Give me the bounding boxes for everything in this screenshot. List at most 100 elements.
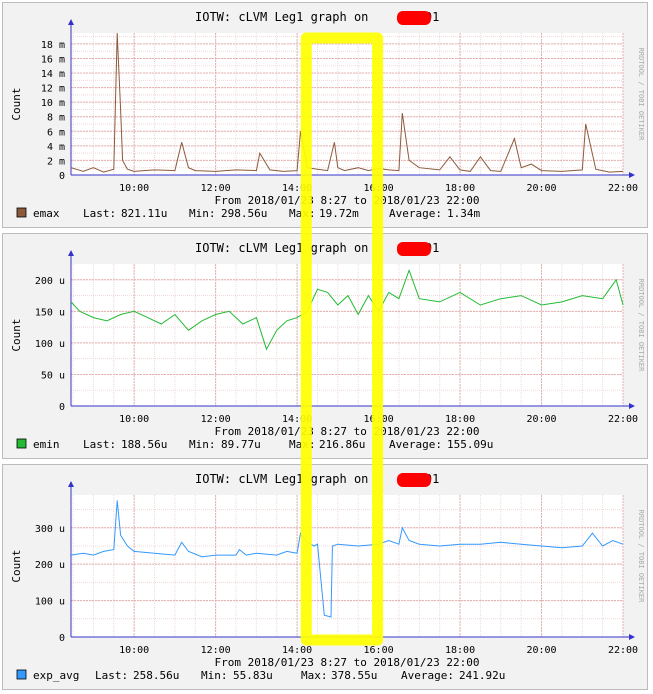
- legend-min: 55.83u: [233, 669, 273, 682]
- x-tick-label: 16:00: [364, 645, 394, 656]
- y-tick-label: 100 u: [35, 339, 65, 350]
- x-tick-label: 10:00: [119, 183, 149, 194]
- y-tick-label: 18 m: [41, 40, 65, 51]
- x-tick-label: 12:00: [201, 414, 231, 425]
- legend-avg-label: Average:: [389, 207, 442, 220]
- y-tick-label: 16 m: [41, 54, 65, 65]
- chart-title-text: IOTW: cLVM Leg1 graph on: [195, 241, 376, 255]
- legend-max-label: Max:: [289, 207, 316, 220]
- x-tick-label: 14:00: [282, 645, 312, 656]
- y-tick-label: 50 u: [41, 370, 65, 381]
- y-tick-label: 6 m: [47, 127, 65, 138]
- legend-last-label: Last:: [95, 669, 128, 682]
- legend-name: exp_avg: [33, 669, 79, 682]
- legend-swatch: [16, 669, 27, 680]
- chart-panel-emin: 10:00 12:00 14:00 16:00 18:00 20:00 22:00 0 50 u…: [2, 233, 648, 459]
- y-axis-arrow: [68, 19, 74, 25]
- y-tick-label: 150 u: [35, 307, 65, 318]
- legend-last: 188.56u: [121, 438, 167, 451]
- x-tick-label: 14:00: [282, 183, 312, 194]
- y-tick-label: 2 m: [47, 156, 65, 167]
- redaction-mark: [397, 242, 431, 256]
- watermark-label: RRDTOOL / TOBI OETIKER: [637, 510, 645, 604]
- watermark-label: RRDTOOL / TOBI OETIKER: [637, 279, 645, 373]
- x-tick-label: 14:00: [282, 414, 312, 425]
- legend-max: 19.72m: [319, 207, 359, 220]
- legend-min: 89.77u: [221, 438, 261, 451]
- legend-avg: 241.92u: [459, 669, 505, 682]
- x-tick-label: 16:00: [364, 414, 394, 425]
- y-tick-label: 8 m: [47, 113, 65, 124]
- y-axis-title: Count: [10, 549, 23, 582]
- y-tick-label: 0: [59, 171, 65, 182]
- legend-min-label: Min:: [201, 669, 228, 682]
- watermark-label: RRDTOOL / TOBI OETIKER: [637, 48, 645, 142]
- y-tick-label: 4 m: [47, 142, 65, 153]
- x-tick-label: 18:00: [445, 183, 475, 194]
- plot-area: [71, 495, 623, 637]
- legend-max: 378.55u: [331, 669, 377, 682]
- x-tick-label: 22:00: [608, 414, 638, 425]
- y-axis-arrow: [68, 250, 74, 256]
- chart-panel-emax: 10:00 12:00 14:00 16:00 18:00 20:00 22:00 0 2 m 4…: [2, 2, 648, 228]
- y-tick-label: 200 u: [35, 560, 65, 571]
- y-axis-arrow: [68, 481, 74, 487]
- legend-min-label: Min:: [189, 207, 216, 220]
- legend-last: 258.56u: [133, 669, 179, 682]
- y-tick-label: 200 u: [35, 276, 65, 287]
- x-tick-label: 22:00: [608, 183, 638, 194]
- y-tick-label: 0: [59, 402, 65, 413]
- chart-title-text: IOTW: cLVM Leg1 graph on: [195, 472, 376, 486]
- chart-svg-emax: 10:00 12:00 14:00 16:00 18:00 20:00 22:00 0 2 m 4…: [10, 10, 645, 220]
- x-tick-label: 20:00: [526, 183, 556, 194]
- legend-last-label: Last:: [83, 438, 116, 451]
- x-tick-label: 10:00: [119, 414, 149, 425]
- legend-swatch: [16, 438, 27, 449]
- y-tick-label: 100 u: [35, 597, 65, 608]
- plot-area: [71, 33, 623, 175]
- x-tick-label: 12:00: [201, 645, 231, 656]
- y-axis-title: Count: [10, 87, 23, 120]
- plot-area: [71, 264, 623, 406]
- x-tick-label: 20:00: [526, 414, 556, 425]
- x-tick-label: 12:00: [201, 183, 231, 194]
- y-tick-label: 10 m: [41, 98, 65, 109]
- y-axis-title: Count: [10, 318, 23, 351]
- legend-avg: 1.34m: [447, 207, 480, 220]
- redaction-mark: [397, 473, 431, 487]
- legend-name: emin: [33, 438, 60, 451]
- x-tick-label: 20:00: [526, 645, 556, 656]
- legend-name: emax: [33, 207, 60, 220]
- chart-svg-emin: 10:00 12:00 14:00 16:00 18:00 20:00 22:00 0 50 u…: [10, 241, 645, 451]
- legend-max-label: Max:: [289, 438, 316, 451]
- chart-panel-exp-avg: 10:00 12:00 14:00 16:00 18:00 20:00 22:00 0 100 …: [2, 464, 648, 690]
- legend-max-label: Max:: [301, 669, 328, 682]
- legend-last: 821.11u: [121, 207, 167, 220]
- x-tick-label: 18:00: [445, 414, 475, 425]
- x-tick-label: 22:00: [608, 645, 638, 656]
- x-axis-arrow: [629, 403, 635, 409]
- legend-min-label: Min:: [189, 438, 216, 451]
- x-axis-title: From 2018/01/23 8:27 to 2018/01/23 22:00: [215, 656, 480, 669]
- y-tick-label: 12 m: [41, 84, 65, 95]
- x-axis-arrow: [629, 634, 635, 640]
- legend-min: 298.56u: [221, 207, 267, 220]
- x-tick-label: 18:00: [445, 645, 475, 656]
- legend-avg: 155.09u: [447, 438, 493, 451]
- y-tick-label: 14 m: [41, 69, 65, 80]
- y-tick-label: 300 u: [35, 524, 65, 535]
- legend-avg-label: Average:: [389, 438, 442, 451]
- x-axis-title: From 2018/01/23 8:27 to 2018/01/23 22:00: [215, 425, 480, 438]
- chart-svg-exp-avg: 10:00 12:00 14:00 16:00 18:00 20:00 22:00 0 100 …: [10, 472, 645, 682]
- legend-avg-label: Average:: [401, 669, 454, 682]
- legend-max: 216.86u: [319, 438, 365, 451]
- x-tick-label: 10:00: [119, 645, 149, 656]
- x-axis-arrow: [629, 172, 635, 178]
- legend-swatch: [16, 207, 27, 218]
- x-axis-title: From 2018/01/23 8:27 to 2018/01/23 22:00: [215, 194, 480, 207]
- legend-last-label: Last:: [83, 207, 116, 220]
- y-tick-label: 0: [59, 633, 65, 644]
- x-tick-label: 16:00: [364, 183, 394, 194]
- redaction-mark: [397, 11, 431, 25]
- chart-title-text: IOTW: cLVM Leg1 graph on: [195, 10, 376, 24]
